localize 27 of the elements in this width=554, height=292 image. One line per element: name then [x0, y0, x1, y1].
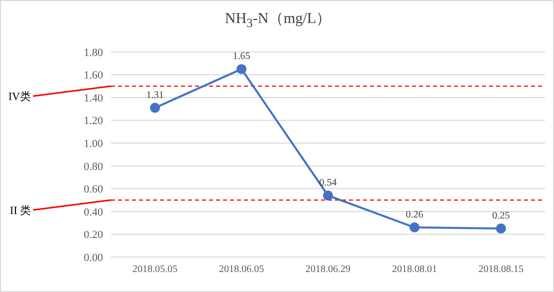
point — [410, 222, 420, 232]
x-tick-label: 2018.08.15 — [478, 264, 524, 276]
chart-title: NH$_{3}$-N（mg/L） — [224, 10, 332, 31]
x-tick-label: 2018.05.05 — [132, 264, 178, 276]
data-label: 0.26 — [406, 209, 424, 220]
y-tick-label: 1.20 — [84, 115, 104, 128]
data-label: 1.31 — [146, 90, 164, 101]
y-tick-label: 1.80 — [84, 46, 104, 59]
x-tick-label: 2018.06.05 — [219, 264, 264, 276]
point — [496, 224, 506, 234]
x-tick-label: 2018.08.01 — [392, 264, 437, 276]
y-tick-label: 1.60 — [84, 70, 104, 82]
y-tick-label: 0.40 — [84, 206, 104, 218]
ref-line-label: II 类 — [10, 204, 31, 218]
y-tick-label: 1.00 — [84, 138, 104, 150]
point — [150, 102, 160, 113]
y-tick-label: 1.40 — [84, 92, 104, 104]
y-tick-label: 0.20 — [84, 229, 104, 242]
data-label: 0.25 — [492, 210, 510, 222]
x-tick-label: 2018.06.29 — [306, 264, 350, 276]
point — [236, 64, 246, 74]
y-tick-label: 0.80 — [84, 160, 104, 173]
y-tick-label: 0.60 — [84, 184, 104, 196]
y-tick-label: 0.00 — [84, 252, 104, 264]
ref-line-label: IV类 — [8, 90, 31, 104]
data-label: 1.65 — [232, 51, 250, 62]
point — [323, 190, 333, 200]
